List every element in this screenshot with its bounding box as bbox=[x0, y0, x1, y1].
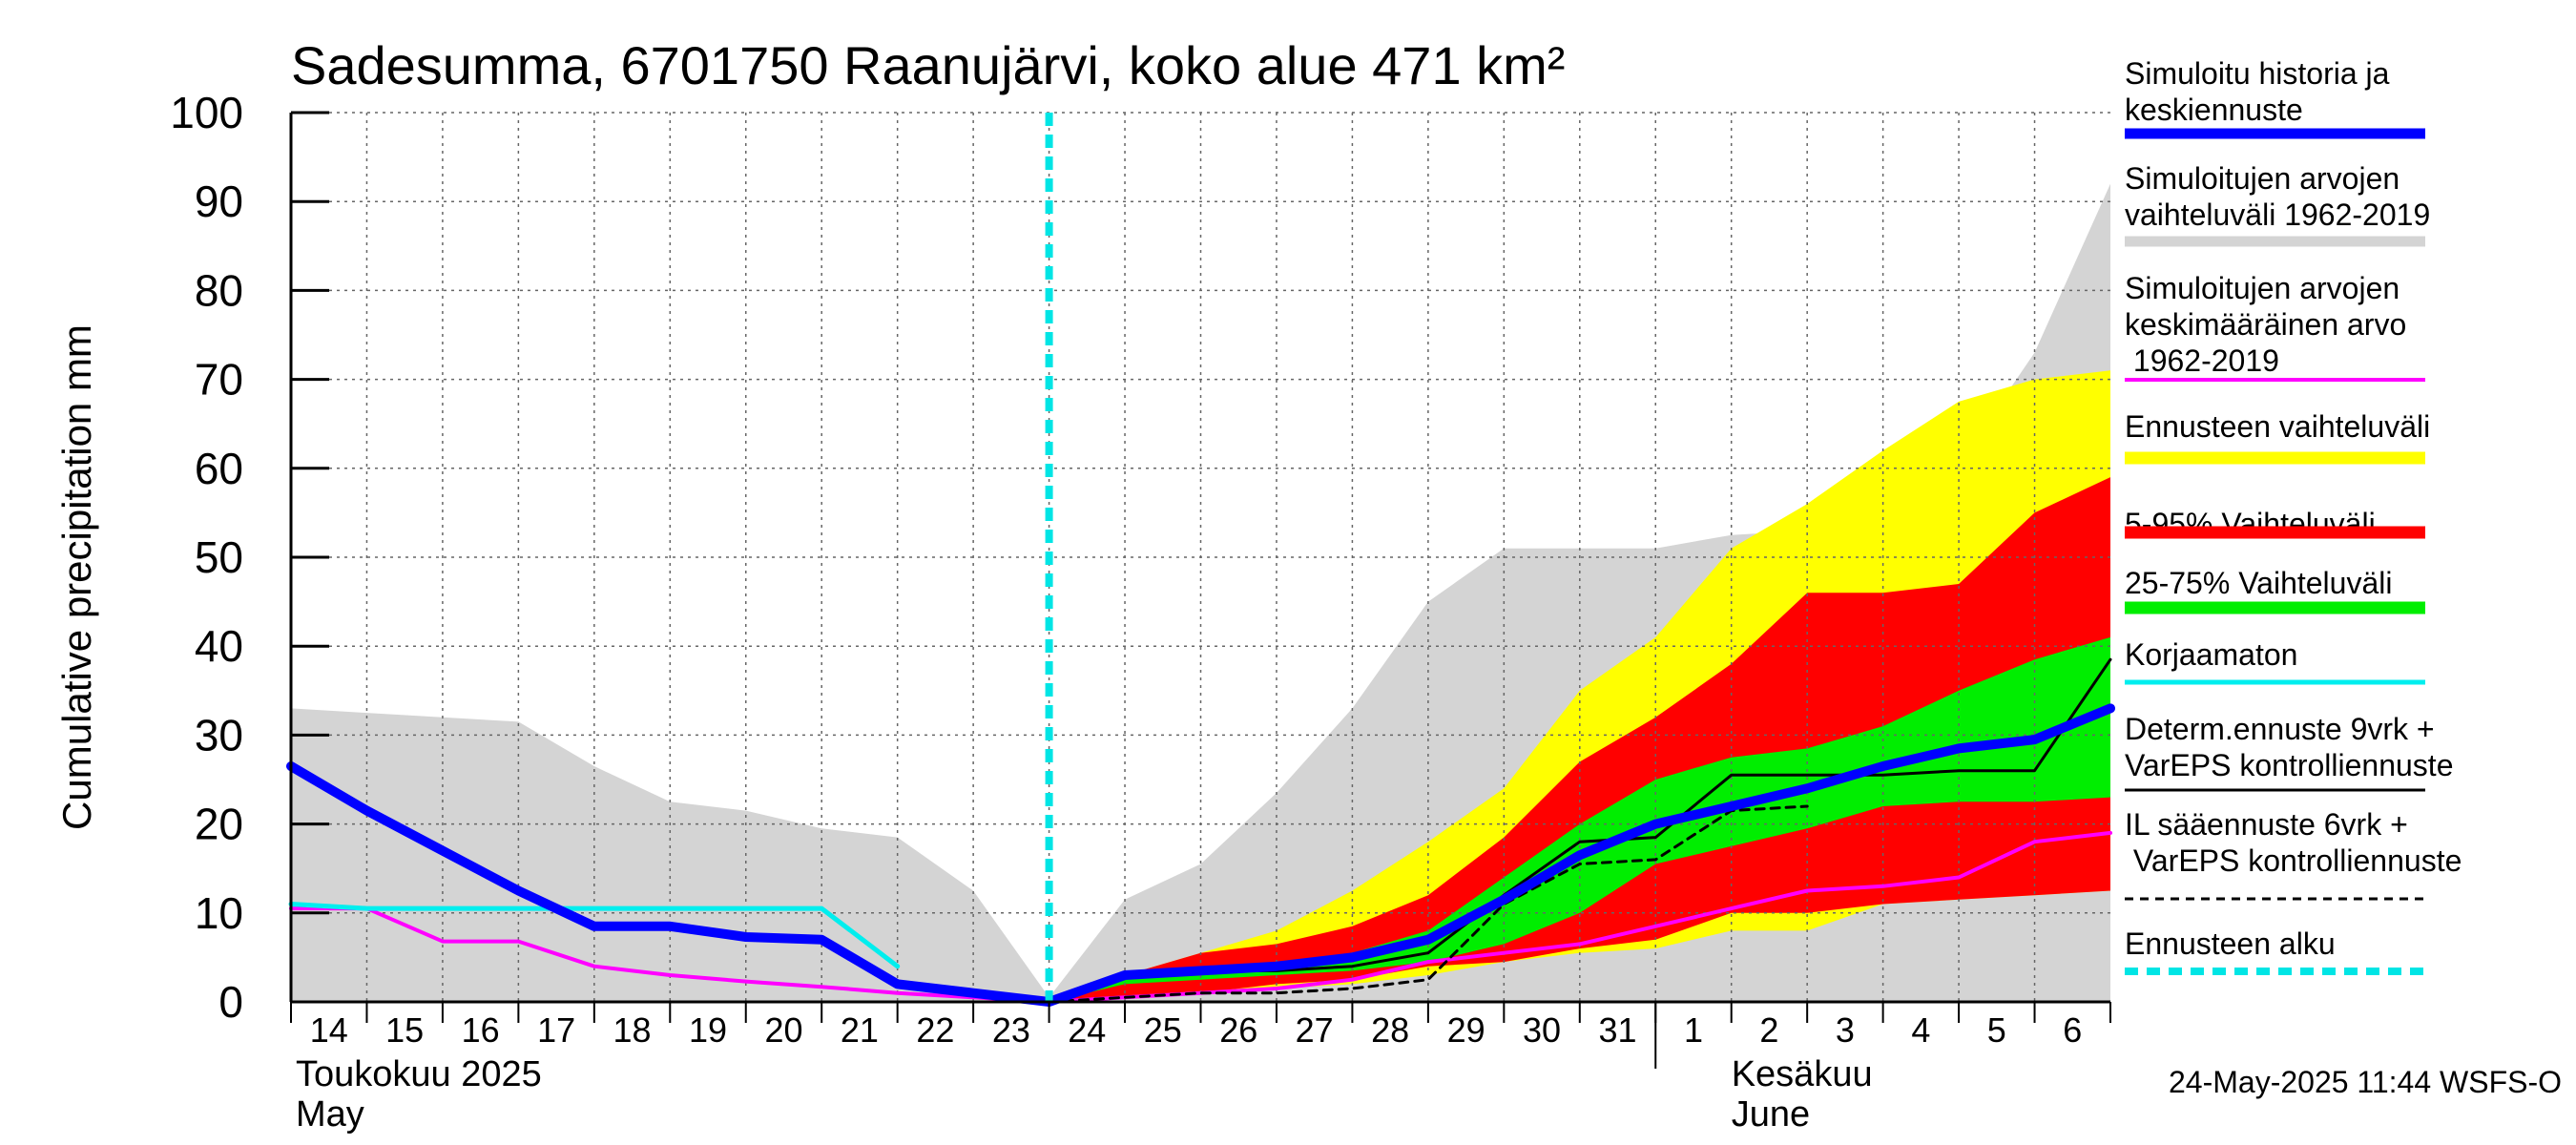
x-tick-label: 6 bbox=[2063, 1010, 2082, 1050]
legend-label-line: Ennusteen vaihteluväli bbox=[2125, 409, 2430, 444]
legend-label-line: Simuloitujen arvojen bbox=[2125, 161, 2399, 196]
x-tick-label: 23 bbox=[992, 1010, 1030, 1050]
legend-label-line: Ennusteen alku bbox=[2125, 926, 2336, 961]
month-label-en: May bbox=[296, 1094, 364, 1135]
legend-label-line: Simuloitu historia ja bbox=[2125, 56, 2390, 91]
x-tick-label: 14 bbox=[310, 1010, 348, 1050]
legend-label-line: VarEPS kontrolliennuste bbox=[2125, 748, 2453, 782]
x-tick-label: 3 bbox=[1836, 1010, 1855, 1050]
x-tick-label: 24 bbox=[1068, 1010, 1106, 1050]
legend-label-line: vaihteluväli 1962-2019 bbox=[2125, 198, 2430, 232]
y-tick-label: 20 bbox=[195, 800, 243, 849]
x-axis: 14 15 16 17 18 19 20 21 22 23 24 25 26 27 28 29 30 31 1 2 3 4… bbox=[290, 1002, 2111, 1050]
x-tick-label: 29 bbox=[1447, 1010, 1485, 1050]
timestamp: 24-May-2025 11:44 WSFS-O bbox=[2169, 1065, 2562, 1099]
legend-label-line: Simuloitujen arvojen bbox=[2125, 271, 2399, 305]
x-tick-label: 22 bbox=[916, 1010, 954, 1050]
y-tick-label: 0 bbox=[218, 977, 243, 1027]
x-tick-label: 19 bbox=[689, 1010, 727, 1050]
legend-label-line: 25-75% Vaihteluväli bbox=[2125, 566, 2392, 600]
line-il bbox=[1048, 804, 1809, 1004]
x-tick-label: 18 bbox=[613, 1010, 652, 1050]
month-label-fi: Toukokuu 2025 bbox=[296, 1054, 542, 1094]
x-tick-label: 21 bbox=[841, 1010, 879, 1050]
x-tick-label: 30 bbox=[1523, 1010, 1561, 1050]
x-tick-label: 31 bbox=[1598, 1010, 1636, 1050]
line-uncorrected bbox=[288, 902, 901, 969]
chart-title: Sadesumma, 6701750 Raanujärvi, koko alue… bbox=[291, 35, 1565, 95]
legend-label: Simuloitujen arvojen keskimääräinen arvo … bbox=[2125, 271, 2406, 378]
band-p5_95 bbox=[1049, 477, 2110, 1003]
y-axis-label: Cumulative precipitation mm bbox=[54, 324, 99, 830]
legend-label-line: keskiennuste bbox=[2125, 93, 2303, 127]
legend-label: Simuloitu historia ja keskiennuste bbox=[2125, 56, 2390, 127]
legend-label: 25-75% Vaihteluväli bbox=[2125, 566, 2392, 600]
x-tick-label: 2 bbox=[1759, 1010, 1778, 1050]
x-tick-label: 27 bbox=[1296, 1010, 1334, 1050]
x-tick-label: 20 bbox=[764, 1010, 802, 1050]
month-label-en: June bbox=[1732, 1094, 1810, 1135]
x-tick-label: 17 bbox=[537, 1010, 575, 1050]
x-tick-label: 5 bbox=[1987, 1010, 2006, 1050]
y-tick-label: 80 bbox=[195, 265, 243, 315]
legend-label: Simuloitujen arvojen vaihteluväli 1962-20… bbox=[2125, 161, 2430, 232]
y-tick-label: 100 bbox=[170, 88, 243, 137]
x-tick-label: 15 bbox=[385, 1010, 424, 1050]
legend-label: Korjaamaton bbox=[2125, 637, 2297, 672]
x-tick-label: 28 bbox=[1371, 1010, 1409, 1050]
y-axis: 0 10 20 30 40 50 60 70 80 90 100 bbox=[170, 88, 329, 1027]
legend-label: Ennusteen alku bbox=[2125, 926, 2336, 961]
legend-label-line: 1962-2019 bbox=[2125, 344, 2279, 378]
y-tick-label: 30 bbox=[195, 710, 243, 760]
y-tick-label: 50 bbox=[195, 532, 243, 582]
legend-label: Determ.ennuste 9vrk + VarEPS kontrollienn… bbox=[2125, 712, 2453, 782]
legend-label-line: VarEPS kontrolliennuste bbox=[2125, 843, 2462, 878]
legend: Simuloitu historia ja keskiennusteSimuloi… bbox=[2125, 56, 2462, 975]
x-tick-label: 25 bbox=[1144, 1010, 1182, 1050]
y-tick-label: 90 bbox=[195, 177, 243, 226]
x-tick-label: 26 bbox=[1219, 1010, 1257, 1050]
plot-area bbox=[286, 112, 2115, 1007]
x-tick-label: 1 bbox=[1684, 1010, 1703, 1050]
x-tick-label: 16 bbox=[462, 1010, 500, 1050]
y-tick-label: 60 bbox=[195, 444, 243, 493]
legend-label-line: IL sääennuste 6vrk + bbox=[2125, 807, 2408, 842]
month-label-fi: Kesäkuu bbox=[1732, 1054, 1873, 1094]
band-p25_75 bbox=[1049, 636, 2110, 1002]
legend-label: IL sääennuste 6vrk + VarEPS kontrollienn… bbox=[2125, 807, 2462, 878]
y-tick-label: 40 bbox=[195, 621, 243, 671]
y-tick-label: 70 bbox=[195, 355, 243, 405]
x-tick-label: 4 bbox=[1911, 1010, 1930, 1050]
legend-label-line: Determ.ennuste 9vrk + bbox=[2125, 712, 2435, 746]
legend-label-line: Korjaamaton bbox=[2125, 637, 2297, 672]
legend-label: Ennusteen vaihteluväli bbox=[2125, 409, 2430, 444]
legend-label-line: keskimääräinen arvo bbox=[2125, 307, 2406, 342]
y-tick-label: 10 bbox=[195, 888, 243, 938]
line-sim bbox=[286, 703, 2115, 1007]
